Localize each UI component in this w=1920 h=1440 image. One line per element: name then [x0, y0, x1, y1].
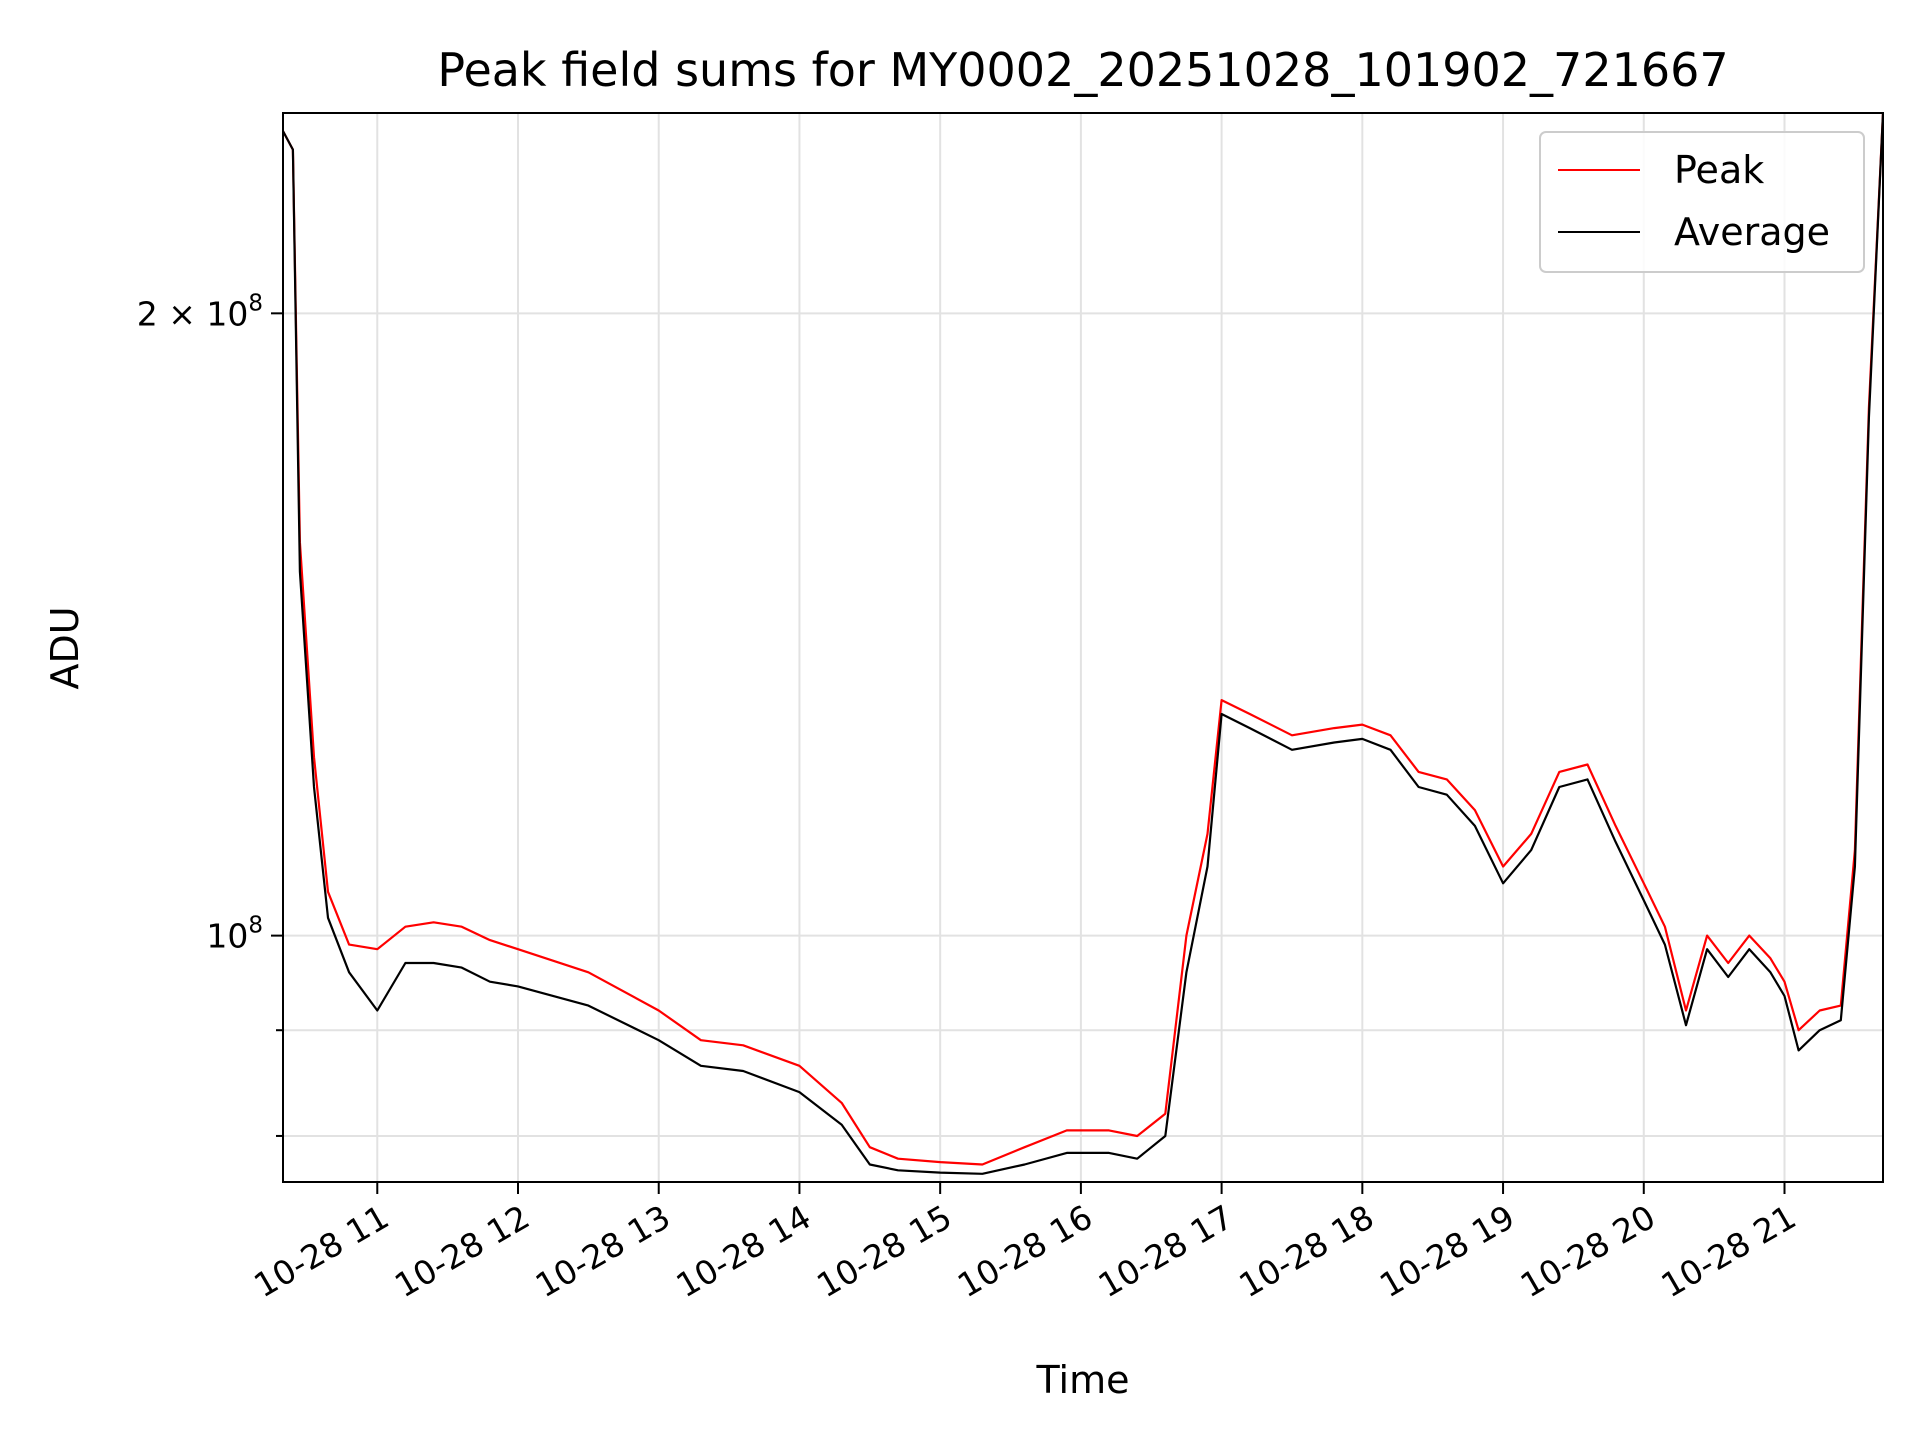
y-tick-label: 108 [206, 913, 263, 956]
y-tick-exponent: 8 [248, 913, 263, 939]
legend-box [1539, 131, 1865, 273]
legend-label-average: Average [1674, 210, 1830, 254]
legend: Peak Average [1539, 131, 1865, 273]
y-tick-label: 2 × 108 [137, 290, 263, 333]
series-line-peak [283, 113, 1883, 1166]
legend-label-peak: Peak [1674, 148, 1764, 192]
y-tick-base: 2 × 10 [137, 294, 249, 333]
series-group [283, 113, 1883, 1175]
gridlines [283, 113, 1883, 1182]
chart-title: Peak field sums for MY0002_20251028_1019… [437, 43, 1728, 97]
y-tick-base: 10 [206, 917, 248, 956]
plot-frame [282, 112, 1884, 1183]
series-line-average [283, 113, 1883, 1175]
y-axis-label: ADU [43, 606, 87, 689]
y-tick-exponent: 8 [248, 290, 263, 316]
x-axis-label: Time [1036, 1358, 1130, 1402]
